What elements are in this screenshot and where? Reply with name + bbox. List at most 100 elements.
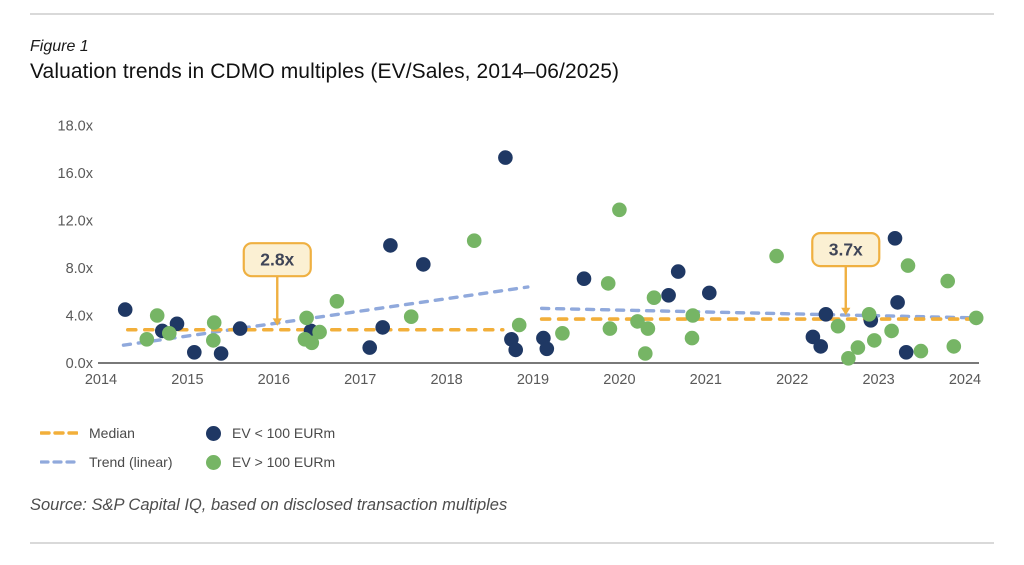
source-note: Source: S&P Capital IQ, based on disclos…	[30, 496, 508, 514]
x-tick-label: 2019	[517, 372, 549, 388]
data-point	[555, 326, 570, 341]
legend-item-ev-large: EV > 100 EURm	[206, 452, 335, 472]
legend-label-ev-large: EV > 100 EURm	[232, 454, 336, 470]
callout-box	[242, 242, 312, 278]
data-point	[670, 264, 686, 279]
y-tick-label: 8.0x	[66, 261, 94, 277]
top-divider	[30, 13, 994, 15]
legend-label-trend: Trend (linear)	[89, 454, 173, 470]
data-point	[841, 351, 856, 366]
navy-dot-icon	[206, 425, 221, 441]
data-point	[511, 317, 527, 333]
data-point	[913, 343, 929, 359]
legend-item-median: Median	[40, 423, 206, 443]
data-point	[861, 307, 877, 322]
y-tick-label: 18.0x	[58, 119, 94, 135]
data-point	[299, 310, 314, 326]
data-point	[900, 258, 916, 273]
data-point	[818, 307, 834, 322]
callout-value: 3.7x	[829, 240, 863, 260]
data-point	[187, 345, 202, 360]
data-point	[416, 257, 431, 272]
data-point	[887, 231, 903, 246]
data-point	[304, 335, 320, 351]
legend-dot-column: EV < 100 EURm EV > 100 EURm	[206, 423, 335, 472]
data-point	[630, 314, 645, 329]
data-point	[329, 294, 345, 309]
x-tick-label: 2023	[862, 372, 894, 388]
callout-arrow-head	[841, 307, 851, 316]
data-point	[813, 339, 828, 354]
x-tick-label: 2014	[85, 372, 117, 388]
data-point	[508, 342, 523, 358]
data-point	[600, 276, 616, 291]
data-point	[890, 295, 905, 310]
data-point	[946, 339, 962, 354]
legend-item-trend: Trend (linear)	[40, 452, 206, 472]
data-point	[576, 271, 592, 287]
y-tick-label: 0.0x	[66, 356, 94, 372]
data-point	[232, 321, 248, 336]
data-point	[884, 323, 899, 339]
figure-label: Figure 1	[30, 38, 89, 55]
data-point	[968, 310, 984, 326]
x-tick-label: 2020	[603, 372, 635, 388]
data-point	[539, 341, 555, 357]
data-point	[769, 248, 784, 264]
data-point	[213, 346, 229, 361]
data-point	[612, 202, 627, 218]
x-tick-label: 2021	[690, 372, 722, 388]
data-point	[646, 290, 662, 306]
x-tick-label: 2015	[171, 372, 203, 388]
data-point	[362, 340, 378, 355]
median-dash-icon	[40, 430, 78, 436]
data-point	[149, 308, 165, 323]
x-tick-label: 2018	[430, 372, 462, 388]
data-point	[898, 345, 914, 360]
x-tick-label: 2024	[949, 372, 981, 388]
trend-line	[539, 306, 978, 320]
green-dot-icon	[206, 454, 221, 470]
data-point	[638, 346, 653, 361]
bottom-divider	[30, 542, 994, 544]
legend-item-ev-small: EV < 100 EURm	[206, 423, 335, 443]
data-point	[850, 340, 866, 355]
data-point	[312, 324, 327, 340]
data-point	[139, 332, 155, 347]
data-point	[206, 333, 221, 348]
y-tick-label: 16.0x	[58, 166, 94, 182]
data-point	[661, 288, 676, 303]
callout-value: 2.8x	[260, 250, 294, 270]
trend-line	[121, 285, 530, 347]
data-point	[640, 321, 656, 336]
legend-label-median: Median	[89, 425, 135, 441]
page-title: Valuation trends in CDMO multiples (EV/S…	[30, 60, 620, 83]
data-point	[117, 302, 133, 317]
data-point	[867, 333, 882, 348]
data-point	[162, 326, 177, 341]
y-tick-label: 12.0x	[58, 214, 94, 230]
data-point	[498, 150, 513, 165]
data-point	[375, 320, 391, 335]
legend-label-ev-small: EV < 100 EURm	[232, 425, 336, 441]
x-tick-label: 2016	[258, 372, 290, 388]
data-point	[466, 233, 482, 248]
data-point	[206, 315, 222, 330]
chart-legend: Median Trend (linear) EV < 100 EURm EV >…	[40, 423, 335, 472]
data-point	[383, 238, 398, 253]
callout-arrow-head	[272, 318, 282, 326]
callout-box	[811, 231, 881, 268]
trend-dash-icon	[40, 459, 78, 465]
data-point	[702, 285, 717, 301]
data-point	[940, 273, 955, 289]
data-point	[602, 321, 618, 336]
legend-line-column: Median Trend (linear)	[40, 423, 206, 472]
x-tick-label: 2022	[776, 372, 808, 388]
data-point	[403, 309, 419, 325]
y-tick-label: 4.0x	[66, 309, 94, 325]
data-point	[685, 308, 701, 323]
x-tick-label: 2017	[344, 372, 376, 388]
data-point	[830, 318, 846, 334]
data-point	[684, 330, 700, 346]
